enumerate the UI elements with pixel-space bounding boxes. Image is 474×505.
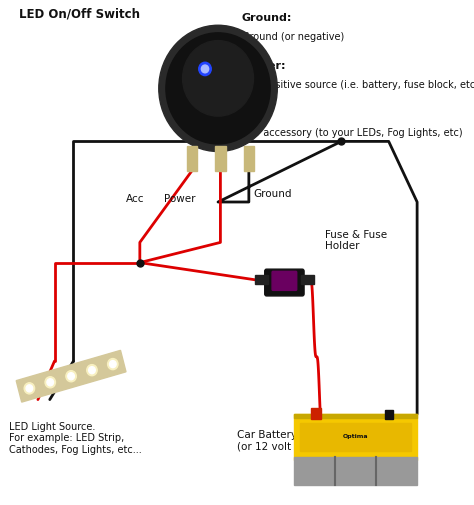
Text: Fuse & Fuse
Holder: Fuse & Fuse Holder [325, 230, 387, 251]
Text: Acc:: Acc: [242, 109, 268, 119]
Text: 12v accessory (to your LEDs, Fog Lights, etc): 12v accessory (to your LEDs, Fog Lights,… [242, 128, 462, 138]
Bar [294, 414, 417, 460]
Bar [255, 275, 268, 284]
Text: Acc: Acc [126, 194, 144, 205]
Circle shape [166, 33, 270, 144]
Circle shape [199, 62, 211, 76]
Circle shape [109, 361, 116, 368]
Circle shape [26, 385, 33, 392]
Circle shape [182, 40, 254, 116]
FancyBboxPatch shape [264, 269, 304, 296]
Circle shape [68, 373, 74, 380]
Text: Car Battery
(or 12 volt source): Car Battery (or 12 volt source) [237, 430, 333, 452]
Text: LED Light Source.
For example: LED Strip,
Cathodes, Fog Lights, etc...: LED Light Source. For example: LED Strip… [9, 422, 142, 455]
Circle shape [159, 25, 277, 152]
Circle shape [87, 365, 97, 376]
Text: Ground: Ground [254, 189, 292, 199]
Text: Ground (or negative): Ground (or negative) [242, 32, 344, 42]
Bar [311, 408, 321, 419]
Bar [300, 423, 411, 451]
Circle shape [89, 367, 95, 374]
Bar [301, 275, 314, 284]
Text: Power: Power [164, 194, 195, 205]
Bar [294, 414, 417, 418]
Bar [187, 146, 197, 171]
Circle shape [201, 65, 209, 73]
Text: Ground:: Ground: [242, 13, 292, 23]
Bar [385, 410, 393, 419]
Circle shape [47, 379, 54, 386]
Circle shape [66, 371, 76, 382]
Text: 12v positive source (i.e. battery, fuse block, etc): 12v positive source (i.e. battery, fuse … [242, 80, 474, 90]
Bar [215, 146, 226, 171]
FancyBboxPatch shape [272, 271, 297, 290]
Polygon shape [16, 350, 126, 402]
Bar [294, 457, 417, 485]
Text: Optima: Optima [343, 434, 368, 439]
Circle shape [24, 383, 35, 394]
Text: Power:: Power: [242, 61, 285, 71]
Text: LED On/Off Switch: LED On/Off Switch [19, 8, 140, 21]
Circle shape [108, 359, 118, 370]
Circle shape [45, 377, 55, 388]
Bar [244, 146, 254, 171]
